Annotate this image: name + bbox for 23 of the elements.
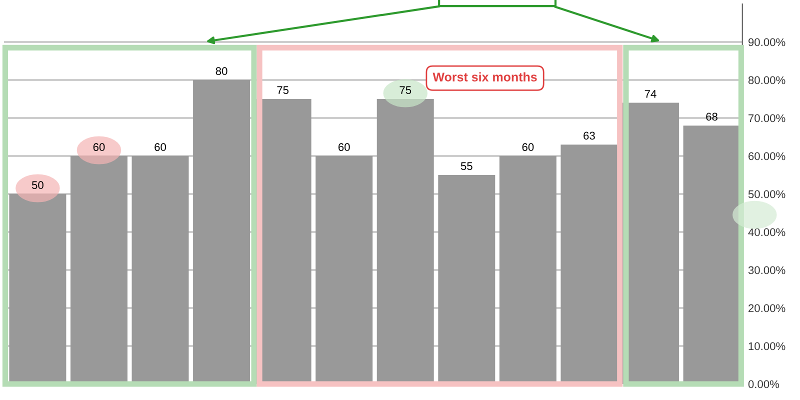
data-label: 80	[216, 67, 228, 76]
data-label: 55	[460, 162, 472, 170]
y-tick-label: 70.00%	[748, 114, 786, 122]
data-label: 50	[32, 181, 44, 190]
data-label: 75	[277, 86, 289, 94]
y-tick-label: 90.00%	[748, 38, 786, 46]
y-tick-label: 60.00%	[748, 152, 786, 160]
data-label: 60	[93, 143, 105, 152]
data-label: 60	[522, 143, 534, 152]
data-label: 68	[706, 112, 718, 121]
data-label: 74	[644, 90, 656, 98]
y-tick-label: 30.00%	[748, 266, 786, 274]
y-tick-label: 0.00%	[748, 380, 780, 388]
data-label: 75	[400, 86, 412, 94]
y-tick-label: 10.00%	[748, 342, 786, 350]
y-tick-label: 40.00%	[748, 228, 786, 236]
data-label: 63	[584, 132, 595, 140]
y-tick-label: 20.00%	[748, 304, 786, 312]
y-tick-label: 80.00%	[748, 76, 786, 84]
annotation: Worst six months	[432, 72, 537, 82]
y-tick-label: 50.00%	[748, 190, 786, 198]
data-label: 60	[154, 143, 166, 152]
data-label: 60	[338, 143, 350, 152]
